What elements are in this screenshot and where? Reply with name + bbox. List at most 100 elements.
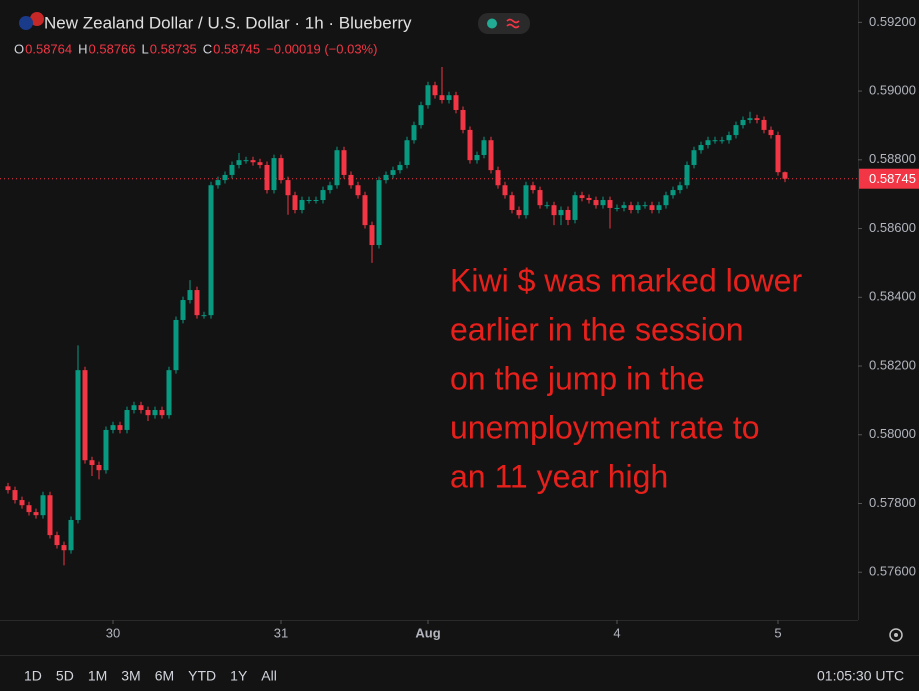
candle-body: [579, 195, 585, 198]
candle-body: [516, 209, 522, 216]
candle-body: [208, 185, 214, 316]
candle-body: [551, 205, 557, 216]
candle-body: [327, 185, 333, 191]
candle-body: [299, 200, 305, 210]
candle-body: [159, 410, 165, 416]
candle-body: [166, 370, 172, 416]
y-tick-label: 0.59000: [869, 83, 916, 98]
candle-body: [775, 135, 781, 173]
plot: 0.59200 0.59000 0.58800 0.58600 0.58400 0.582…: [0, 14, 919, 640]
candle-body: [614, 207, 620, 209]
candle-body: [453, 95, 459, 110]
candle-body: [103, 429, 109, 471]
range-button[interactable]: 5D: [56, 668, 74, 684]
candle-body: [40, 495, 46, 516]
x-tick-label: 4: [613, 625, 620, 640]
ohlc-change: −0.00019 (−0.03%): [266, 41, 377, 56]
candle-body: [313, 200, 319, 202]
settings-icon[interactable]: [889, 628, 903, 642]
candle-body: [677, 185, 683, 191]
candle-body: [292, 195, 298, 210]
last-price-tag: [859, 168, 919, 189]
badge-bg: [478, 13, 530, 34]
candle-body: [523, 185, 529, 216]
candle-body: [446, 95, 452, 101]
candle-body: [565, 209, 571, 220]
range-button[interactable]: All: [261, 668, 277, 684]
x-tick-label: 31: [274, 625, 288, 640]
range-button[interactable]: 1D: [24, 668, 42, 684]
candle-body: [656, 205, 662, 210]
candle-body: [572, 195, 578, 220]
candle-body: [663, 195, 669, 206]
candle-body: [747, 118, 753, 120]
settings-gear[interactable]: [889, 628, 903, 642]
candle-body: [201, 315, 207, 317]
candle-body: [145, 410, 151, 416]
candle-body: [439, 95, 445, 101]
candle-body: [719, 140, 725, 142]
candle-body: [124, 410, 130, 430]
flag-nz: [19, 16, 33, 30]
y-tick-label: 0.58200: [869, 357, 916, 372]
y-tick-label: 0.58800: [869, 151, 916, 166]
candle-body: [698, 145, 704, 151]
candle-body: [537, 190, 543, 206]
candle-body: [768, 129, 774, 136]
ohlc-key: H: [78, 41, 87, 56]
candle-body: [285, 180, 291, 196]
candle-body: [278, 158, 284, 181]
candle-body: [691, 150, 697, 165]
candle-body: [264, 164, 270, 191]
y-tick-label: 0.58400: [869, 289, 916, 304]
candle-body: [110, 425, 116, 430]
ohlc-key: C: [203, 41, 212, 56]
candle-body: [418, 105, 424, 126]
settings-hub[interactable]: [894, 633, 898, 637]
status-badge: [478, 13, 530, 34]
candle-body: [376, 180, 382, 246]
candle-body: [544, 205, 550, 207]
ohlc-key: L: [142, 41, 149, 56]
range-button[interactable]: 1Y: [230, 668, 248, 684]
last-price-label: 0.58745: [869, 171, 916, 186]
range-button[interactable]: 1M: [88, 668, 107, 684]
ohlc-value: 0.58745: [213, 41, 260, 56]
candle-body: [341, 150, 347, 175]
candle-body: [467, 129, 473, 161]
candle-body: [355, 185, 361, 196]
candle-body: [152, 410, 158, 416]
range-toolbar: 1D 5D 1M 3M 6M YTD 1Y All 01:05:30 UTC: [24, 668, 904, 684]
y-tick-label: 0.57600: [869, 564, 916, 579]
candle-body: [348, 174, 354, 186]
candle-body: [257, 162, 263, 165]
candle-body: [502, 185, 508, 196]
candle-body: [96, 465, 102, 471]
candle-body: [75, 370, 81, 520]
ohlc-value: 0.58764: [25, 41, 72, 56]
candle-body: [222, 174, 228, 181]
annotation-line: unemployment rate to: [450, 409, 760, 445]
ohlc-value: 0.58735: [150, 41, 197, 56]
candle-body: [481, 140, 487, 155]
range-button[interactable]: 3M: [121, 668, 140, 684]
x-tick-label: 5: [774, 625, 781, 640]
candle-body: [131, 405, 137, 411]
candle-body: [180, 300, 186, 320]
ohlc-value: 0.58766: [89, 41, 136, 56]
range-button[interactable]: 6M: [155, 668, 174, 684]
candle-body: [5, 486, 11, 491]
candle-body: [586, 197, 592, 201]
range-button[interactable]: YTD: [188, 668, 216, 684]
candle-body: [488, 140, 494, 171]
candle-body: [761, 119, 767, 130]
candle-body: [229, 164, 235, 175]
candle-body: [530, 185, 536, 191]
candle-body: [600, 200, 606, 206]
candle-body: [61, 545, 67, 551]
candle-body: [495, 170, 501, 186]
candle-body: [306, 200, 312, 202]
